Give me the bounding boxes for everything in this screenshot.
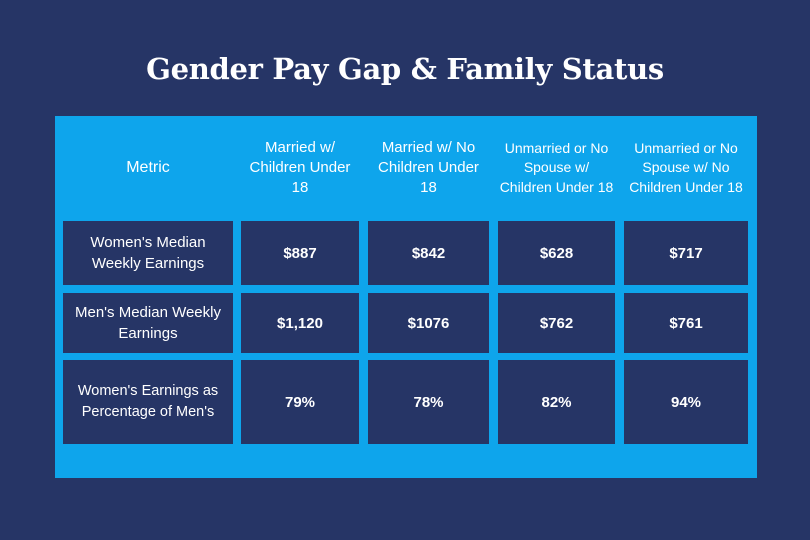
table-cell: $887 (241, 221, 359, 285)
table-cell: 79% (241, 360, 359, 444)
table-cell: $628 (498, 221, 615, 285)
header-unmarried-no-children: Unmarried or No Spouse w/ No Children Un… (629, 139, 743, 195)
table-cell: $717 (624, 221, 748, 285)
row-label-women-earnings: Women's Median Weekly Earnings (63, 221, 233, 285)
data-table: Metric Married w/ Children Under 18 Marr… (55, 116, 757, 478)
header-married-children: Married w/ Children Under 18 (249, 139, 351, 196)
table-cell: 78% (368, 360, 489, 444)
table-cell: 94% (624, 360, 748, 444)
row-label-earnings-percentage: Women's Earnings as Percentage of Men's (63, 360, 233, 444)
table-cell: $762 (498, 293, 615, 353)
header-unmarried-children: Unmarried or No Spouse w/ Children Under… (499, 139, 614, 195)
row-label-men-earnings: Men's Median Weekly Earnings (63, 293, 233, 353)
chart-title: Gender Pay Gap & Family Status (146, 52, 664, 86)
header-metric: Metric (126, 159, 170, 176)
table-cell: $842 (368, 221, 489, 285)
table-cell: 82% (498, 360, 615, 444)
table-cell: $1,120 (241, 293, 359, 353)
header-married-no-children: Married w/ No Children Under 18 (378, 139, 479, 196)
table-cell: $761 (624, 293, 748, 353)
table-cell: $1076 (368, 293, 489, 353)
